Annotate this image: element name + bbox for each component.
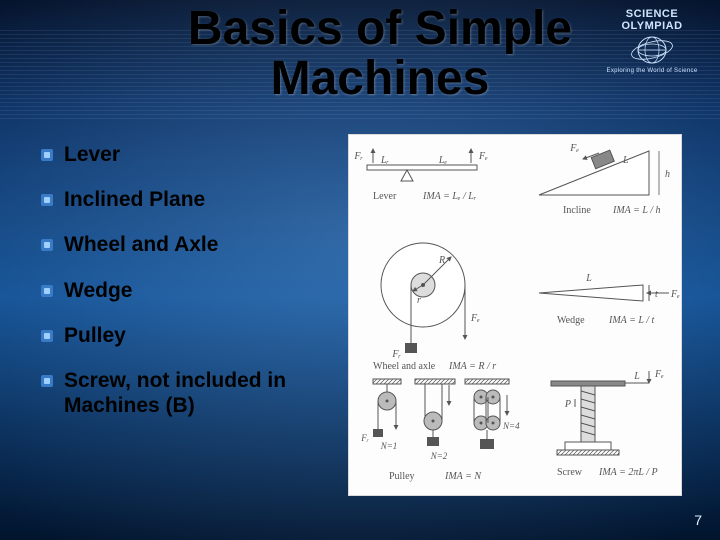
slide-title: Basics of Simple Machines [160,4,600,105]
bullet-icon [40,374,54,388]
svg-text:L: L [633,371,640,382]
svg-text:Lₑ: Lₑ [438,155,448,166]
list-item-label: Wheel and Axle [64,232,218,257]
svg-text:Fᵣ: Fᵣ [391,349,401,360]
figure-panel: Fᵣ Fₑ Lᵣ Lₑ Lever IMA = Lₑ / Lᵣ Fₑ Lh Incline IMA… [348,134,682,496]
logo-block: SCIENCE OLYMPIAD Exploring the World of … [598,8,706,74]
bullet-icon [40,284,54,298]
list-item-label: Lever [64,142,120,167]
svg-text:Wedge: Wedge [557,315,585,326]
svg-text:t: t [655,289,658,300]
bullet-icon [40,329,54,343]
svg-text:Fᵣ: Fᵣ [360,433,369,443]
list-item-label: Inclined Plane [64,187,205,212]
svg-text:Incline: Incline [563,205,591,216]
list-item: Pulley [40,323,340,348]
svg-text:N=2: N=2 [430,451,448,461]
svg-text:Fᵣ: Fᵣ [353,151,363,162]
logo-brand: SCIENCE OLYMPIAD [598,8,706,32]
machine-list: Lever Inclined Plane Wheel and Axle Wedg… [40,142,340,438]
svg-text:Fₑ: Fₑ [470,313,480,324]
svg-text:Lᵣ: Lᵣ [380,155,390,166]
svg-text:L: L [622,155,629,166]
svg-text:h: h [665,169,670,180]
bullet-icon [40,238,54,252]
logo-tagline: Exploring the World of Science [598,68,706,74]
svg-text:Fₑ: Fₑ [569,143,579,154]
svg-text:r: r [417,295,421,306]
list-item-label: Pulley [64,323,126,348]
list-item: Wedge [40,278,340,303]
page-number: 7 [694,512,702,528]
svg-text:Screw: Screw [557,467,583,478]
svg-text:IMA = L / h: IMA = L / h [612,205,661,216]
bullet-icon [40,193,54,207]
svg-text:IMA = Lₑ / Lᵣ: IMA = Lₑ / Lᵣ [422,191,477,202]
svg-text:IMA = L / t: IMA = L / t [608,315,654,326]
svg-text:IMA = N: IMA = N [444,471,482,482]
svg-text:Lever: Lever [373,191,397,202]
list-item-label: Screw, not included in Machines (B) [64,368,340,418]
svg-text:P: P [564,399,571,410]
list-item: Lever [40,142,340,167]
list-item: Inclined Plane [40,187,340,212]
svg-text:Wheel and axle: Wheel and axle [373,361,436,372]
list-item-label: Wedge [64,278,132,303]
svg-text:IMA = R / r: IMA = R / r [448,361,496,372]
list-item: Screw, not included in Machines (B) [40,368,340,418]
svg-text:Fₑ: Fₑ [670,289,680,300]
svg-text:Fₑ: Fₑ [654,369,664,380]
svg-text:R: R [438,255,445,266]
svg-text:N=4: N=4 [502,421,520,431]
bullet-icon [40,148,54,162]
svg-text:Fₑ: Fₑ [478,151,488,162]
svg-text:Pulley: Pulley [389,471,415,482]
list-item: Wheel and Axle [40,232,340,257]
svg-text:N=1: N=1 [380,441,398,451]
globe-icon [629,34,675,66]
svg-text:IMA = 2πL / P: IMA = 2πL / P [598,467,658,478]
svg-text:L: L [585,273,592,284]
